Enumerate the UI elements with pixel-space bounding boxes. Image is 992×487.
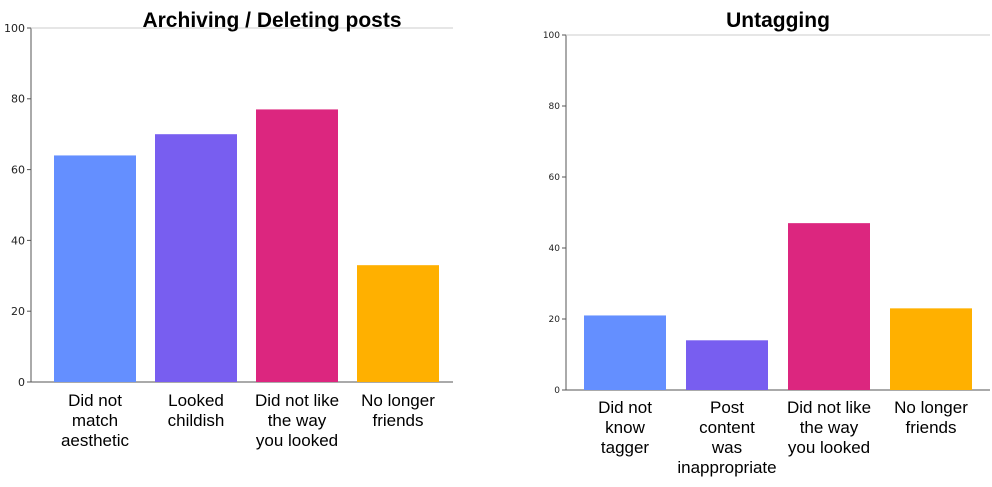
bar <box>155 134 237 382</box>
y-tick-label: 100 <box>543 31 560 41</box>
y-tick-label: 20 <box>11 305 25 318</box>
bar <box>357 265 439 382</box>
y-tick-label: 40 <box>11 234 25 247</box>
y-tick-label: 80 <box>11 93 25 106</box>
category-label: Looked <box>168 391 224 410</box>
y-tick-label: 0 <box>18 376 25 389</box>
category-label: Did not <box>68 391 122 410</box>
category-label: No longer <box>894 398 968 417</box>
category-label: friends <box>372 411 423 430</box>
y-tick-label: 80 <box>549 102 561 112</box>
category-label: Post <box>710 398 744 417</box>
category-label: Did not like <box>787 398 871 417</box>
category-label: match <box>72 411 118 430</box>
category-label: No longer <box>361 391 435 410</box>
bar <box>686 340 768 390</box>
category-label: you looked <box>788 438 870 457</box>
bar <box>256 109 338 383</box>
bar <box>54 155 136 382</box>
bar <box>584 315 666 390</box>
bar <box>890 308 972 390</box>
category-label: inappropriate <box>677 458 776 477</box>
category-label: you looked <box>256 431 338 450</box>
category-label: content <box>699 418 755 437</box>
category-label: aesthetic <box>61 431 130 450</box>
y-tick-label: 0 <box>554 386 560 396</box>
y-tick-label: 20 <box>549 315 561 325</box>
y-tick-label: 40 <box>549 244 561 254</box>
y-tick-label: 60 <box>549 173 561 183</box>
category-label: childish <box>168 411 225 430</box>
chart-title: Archiving / Deleting posts <box>142 9 401 32</box>
category-label: the way <box>800 418 859 437</box>
y-tick-label: 60 <box>11 163 25 176</box>
category-label: Did not like <box>255 391 339 410</box>
category-label: tagger <box>601 438 650 457</box>
y-tick-label: 100 <box>4 22 25 35</box>
category-label: was <box>711 438 742 457</box>
chart-title: Untagging <box>726 9 830 32</box>
category-label: the way <box>268 411 327 430</box>
category-label: know <box>605 418 645 437</box>
category-label: Did not <box>598 398 652 417</box>
category-label: friends <box>905 418 956 437</box>
bar <box>788 223 870 390</box>
